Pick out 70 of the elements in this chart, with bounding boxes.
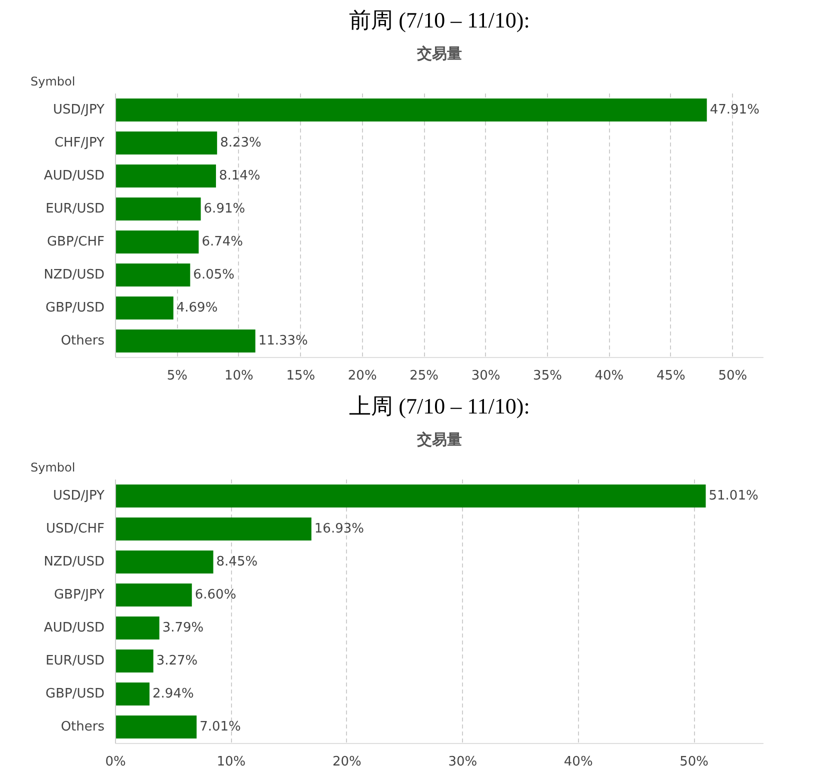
- data-label: 6.60%: [194, 588, 236, 602]
- y-tick-label: NZD/USD: [44, 268, 105, 282]
- x-tick-label: 25%: [410, 368, 439, 384]
- x-tick-label: 0%: [105, 754, 126, 770]
- x-tick-label: 30%: [471, 368, 500, 384]
- bar: [116, 682, 150, 706]
- y-tick-label: USD/CHF: [46, 522, 105, 536]
- data-label: 3.79%: [162, 620, 204, 636]
- y-tick-label: USD/JPY: [53, 102, 105, 118]
- data-label: 6.05%: [193, 268, 234, 282]
- x-tick-label: 40%: [564, 754, 593, 770]
- bar: [116, 649, 154, 673]
- bar: [116, 583, 192, 607]
- bar: [116, 616, 160, 640]
- y-tick-label: EUR/USD: [46, 202, 105, 216]
- data-label: 11.33%: [258, 334, 308, 348]
- x-tick-label: 50%: [718, 368, 748, 384]
- y-tick-label: GBP/USD: [46, 686, 105, 702]
- bar: [116, 230, 199, 254]
- y-axis-title: Symbol: [30, 74, 76, 88]
- x-tick-label: 50%: [680, 754, 709, 770]
- y-tick-label: USD/JPY: [53, 488, 105, 504]
- x-tick-label: 5%: [166, 368, 188, 384]
- x-tick-label: 20%: [348, 368, 377, 384]
- y-tick-label: Others: [60, 334, 105, 348]
- x-tick-label: 35%: [533, 368, 562, 384]
- chart-subtitle: 交易量: [416, 430, 462, 448]
- chart-title: 上周 (7/10 – 11/10):: [349, 394, 530, 418]
- data-label: 8.14%: [218, 168, 260, 184]
- data-label: 4.69%: [176, 300, 218, 316]
- x-tick-label: 20%: [332, 754, 362, 770]
- x-tick-label: 10%: [224, 368, 254, 384]
- data-label: 8.23%: [220, 136, 262, 150]
- chart-subtitle: 交易量: [416, 44, 462, 62]
- bar: [116, 131, 218, 155]
- x-tick-label: 30%: [448, 754, 478, 770]
- y-tick-label: GBP/JPY: [54, 588, 105, 602]
- data-label: 3.27%: [156, 654, 198, 668]
- y-tick-label: CHF/JPY: [54, 136, 105, 150]
- x-tick-label: 15%: [286, 368, 316, 384]
- y-tick-label: GBP/CHF: [46, 234, 105, 250]
- bar: [116, 517, 312, 541]
- chart-title: 前周 (7/10 – 11/10):: [349, 8, 530, 32]
- x-tick-label: 10%: [216, 754, 246, 770]
- bar: [116, 296, 174, 320]
- y-axis-title: Symbol: [30, 460, 76, 474]
- data-label: 2.94%: [152, 686, 194, 702]
- bar: [116, 329, 256, 353]
- data-label: 6.74%: [202, 234, 244, 250]
- bar: [116, 98, 707, 122]
- bar: [116, 715, 197, 739]
- y-tick-label: Others: [60, 720, 105, 734]
- bar: [116, 164, 216, 188]
- data-label: 8.45%: [216, 554, 258, 570]
- y-tick-label: NZD/USD: [44, 554, 105, 570]
- data-label: 6.91%: [204, 202, 246, 216]
- x-tick-label: 45%: [656, 368, 686, 384]
- bar: [116, 263, 190, 287]
- y-tick-label: AUD/USD: [44, 620, 104, 636]
- bar: [116, 550, 214, 574]
- data-label: 7.01%: [200, 720, 241, 734]
- data-label: 47.91%: [710, 102, 760, 118]
- y-tick-label: AUD/USD: [44, 168, 104, 184]
- x-tick-label: 40%: [594, 368, 624, 384]
- y-tick-label: GBP/USD: [46, 300, 105, 316]
- data-label: 16.93%: [314, 522, 364, 536]
- data-label: 51.01%: [708, 488, 758, 504]
- y-tick-label: EUR/USD: [46, 654, 105, 668]
- bar: [116, 484, 706, 508]
- bar: [116, 197, 201, 221]
